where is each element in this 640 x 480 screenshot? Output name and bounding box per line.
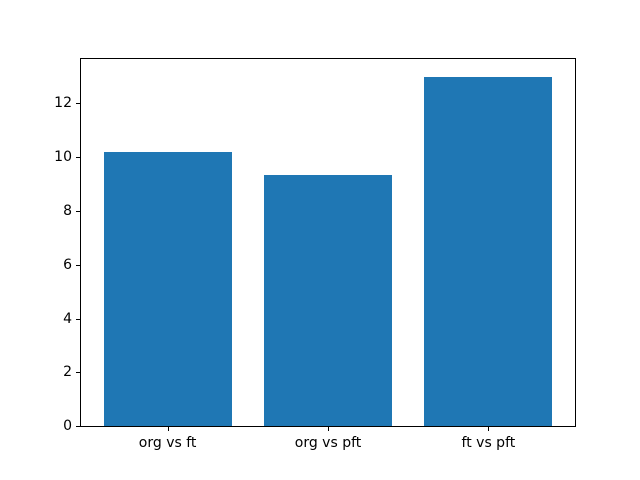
y-tick-mark-4 — [76, 318, 80, 320]
x-tick-mark-org-vs-ft — [167, 427, 169, 431]
y-tick-mark-8 — [76, 210, 80, 212]
y-tick-label-10: 10 — [54, 149, 72, 166]
y-tick-label-6: 6 — [63, 256, 72, 273]
x-tick-label-ft-vs-pft: ft vs pft — [461, 435, 516, 451]
y-tick-label-2: 2 — [63, 364, 72, 381]
bar-org-vs-ft — [103, 151, 232, 426]
y-tick-mark-6 — [76, 264, 80, 266]
y-tick-label-4: 4 — [63, 310, 72, 327]
bar-org-vs-pft — [263, 174, 393, 426]
x-tick-mark-org-vs-pft — [328, 427, 329, 431]
x-tick-mark-ft-vs-pft — [488, 427, 490, 431]
x-tick-label-org-vs-ft: org vs ft — [138, 435, 197, 451]
axes-area: org vs ft org vs pft ft vs pft 0 2 4 6 8 10 12 — [54, 58, 576, 451]
y-tick-label-0: 0 — [63, 418, 72, 434]
y-tick-label-8: 8 — [63, 202, 72, 219]
y-tick-mark-12 — [76, 103, 80, 105]
x-tick-label-org-vs-pft: org vs pft — [294, 435, 362, 451]
y-tick-mark-0 — [76, 426, 80, 427]
y-tick-label-12: 12 — [54, 95, 72, 112]
bar-ft-vs-pft — [424, 76, 553, 426]
y-tick-mark-2 — [76, 372, 80, 374]
y-tick-mark-10 — [76, 157, 80, 159]
